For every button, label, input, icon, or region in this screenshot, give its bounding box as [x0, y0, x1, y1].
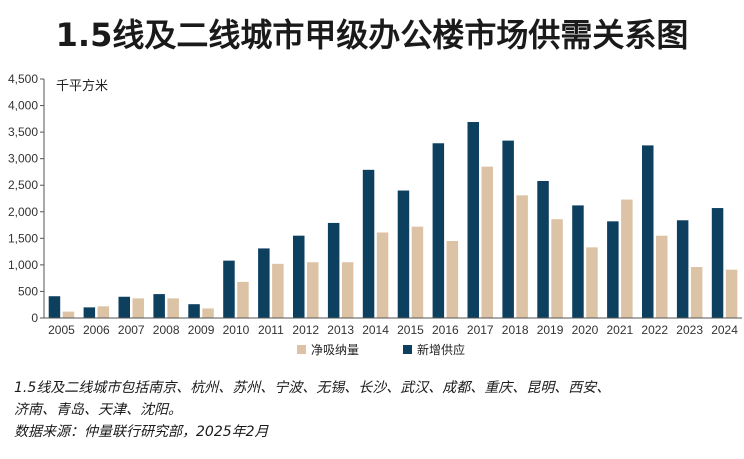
bars [48, 122, 738, 319]
bar-supply-2009 [188, 304, 200, 318]
bar-supply-2021 [607, 221, 619, 318]
bar-absorption-2010 [237, 281, 249, 318]
bar-supply-2005 [48, 296, 61, 318]
y-tick-label: 2,000 [8, 205, 38, 219]
x-tick-label: 2024 [711, 323, 738, 337]
legend-supply-label: 新增供应 [417, 342, 465, 357]
x-tick-label: 2014 [362, 323, 389, 337]
bar-absorption-2014 [376, 232, 389, 318]
x-tick-label: 2021 [606, 323, 633, 337]
x-tick-label: 2013 [327, 323, 354, 337]
footnote-cities-cont: 济南、青岛、天津、沈阳。 [14, 402, 182, 418]
legend: 净吸纳量 新增供应 [297, 342, 465, 357]
bar-absorption-2018 [516, 195, 528, 318]
bar-absorption-2005 [62, 311, 75, 318]
bar-supply-2023 [676, 220, 689, 318]
bar-absorption-2015 [411, 226, 424, 318]
footnote-source: 数据来源：仲量联行研究部，2025年2月 [14, 424, 269, 440]
legend-absorption-label: 净吸纳量 [311, 343, 359, 357]
x-tick-label: 2018 [502, 323, 529, 337]
bar-absorption-2009 [202, 308, 214, 318]
x-tick-label: 2007 [118, 323, 145, 337]
y-tick-label: 1,500 [8, 231, 38, 245]
bar-supply-2024 [711, 208, 724, 318]
bar-supply-2015 [397, 190, 410, 318]
bar-supply-2022 [642, 145, 654, 318]
bar-absorption-2008 [167, 298, 179, 318]
bar-supply-2019 [537, 180, 549, 318]
bar-supply-2010 [223, 260, 235, 318]
bar-supply-2012 [293, 235, 305, 318]
footnote-cities: 1.5线及二线城市包括南京、杭州、苏州、宁波、无锡、长沙、武汉、成都、重庆、昆明… [14, 380, 611, 396]
bar-absorption-2023 [690, 267, 703, 318]
bar-absorption-2011 [272, 263, 284, 318]
legend-supply-swatch [403, 345, 412, 354]
x-tick-label: 2023 [676, 323, 703, 337]
legend-absorption-swatch [297, 345, 306, 354]
bar-absorption-2022 [656, 235, 668, 318]
x-tick-label: 2019 [537, 323, 564, 337]
bar-absorption-2020 [586, 247, 598, 318]
y-tick-label: 0 [31, 311, 38, 325]
y-tick-label: 3,500 [8, 125, 38, 139]
bar-absorption-2016 [446, 240, 459, 318]
bar-supply-2008 [153, 294, 165, 318]
x-tick-label: 2008 [153, 323, 180, 337]
bar-absorption-2013 [341, 262, 354, 318]
x-tick-label: 2022 [641, 323, 668, 337]
x-tick-label: 2005 [48, 323, 75, 337]
bar-absorption-2021 [621, 199, 633, 318]
bar-supply-2011 [258, 248, 270, 318]
y-axis: 0 500 1,000 1,500 2,000 2,500 3,000 3,500 4,000 4… [8, 72, 45, 325]
x-tick-label: 2009 [188, 323, 215, 337]
x-tick-label: 2015 [397, 323, 424, 337]
y-tick-label: 500 [18, 284, 38, 298]
x-axis: 2005 2006 2007 2008 2009 2010 2011 2012 2013 2014… [44, 317, 742, 337]
y-tick-label: 4,500 [8, 72, 38, 86]
bar-supply-2016 [432, 143, 445, 318]
chart-title: 1.5线及二线城市甲级办公楼市场供需关系图 [55, 16, 689, 54]
bar-absorption-2012 [307, 262, 319, 318]
bar-supply-2007 [118, 296, 130, 318]
bar-supply-2014 [362, 169, 375, 318]
y-tick-label: 3,000 [8, 152, 38, 166]
bar-absorption-2019 [551, 219, 563, 318]
bar-absorption-2006 [97, 306, 110, 318]
bar-absorption-2017 [481, 166, 493, 318]
x-tick-label: 2010 [223, 323, 250, 337]
bar-supply-2013 [327, 222, 340, 318]
x-tick-label: 2020 [572, 323, 599, 337]
x-tick-label: 2012 [292, 323, 319, 337]
bar-supply-2020 [572, 205, 584, 318]
bar-absorption-2007 [132, 298, 144, 318]
bar-supply-2017 [467, 122, 479, 319]
x-tick-label: 2006 [83, 323, 110, 337]
x-tick-label: 2017 [467, 323, 494, 337]
y-axis-unit-label: 千平方米 [56, 78, 108, 94]
bar-supply-2006 [83, 307, 96, 318]
x-tick-label: 2011 [258, 323, 284, 337]
bar-supply-2018 [502, 140, 514, 318]
y-tick-label: 1,000 [8, 258, 38, 272]
y-tick-label: 2,500 [8, 178, 38, 192]
x-tick-label: 2016 [432, 323, 459, 337]
bar-absorption-2024 [725, 269, 738, 318]
y-tick-label: 4,000 [8, 99, 38, 113]
